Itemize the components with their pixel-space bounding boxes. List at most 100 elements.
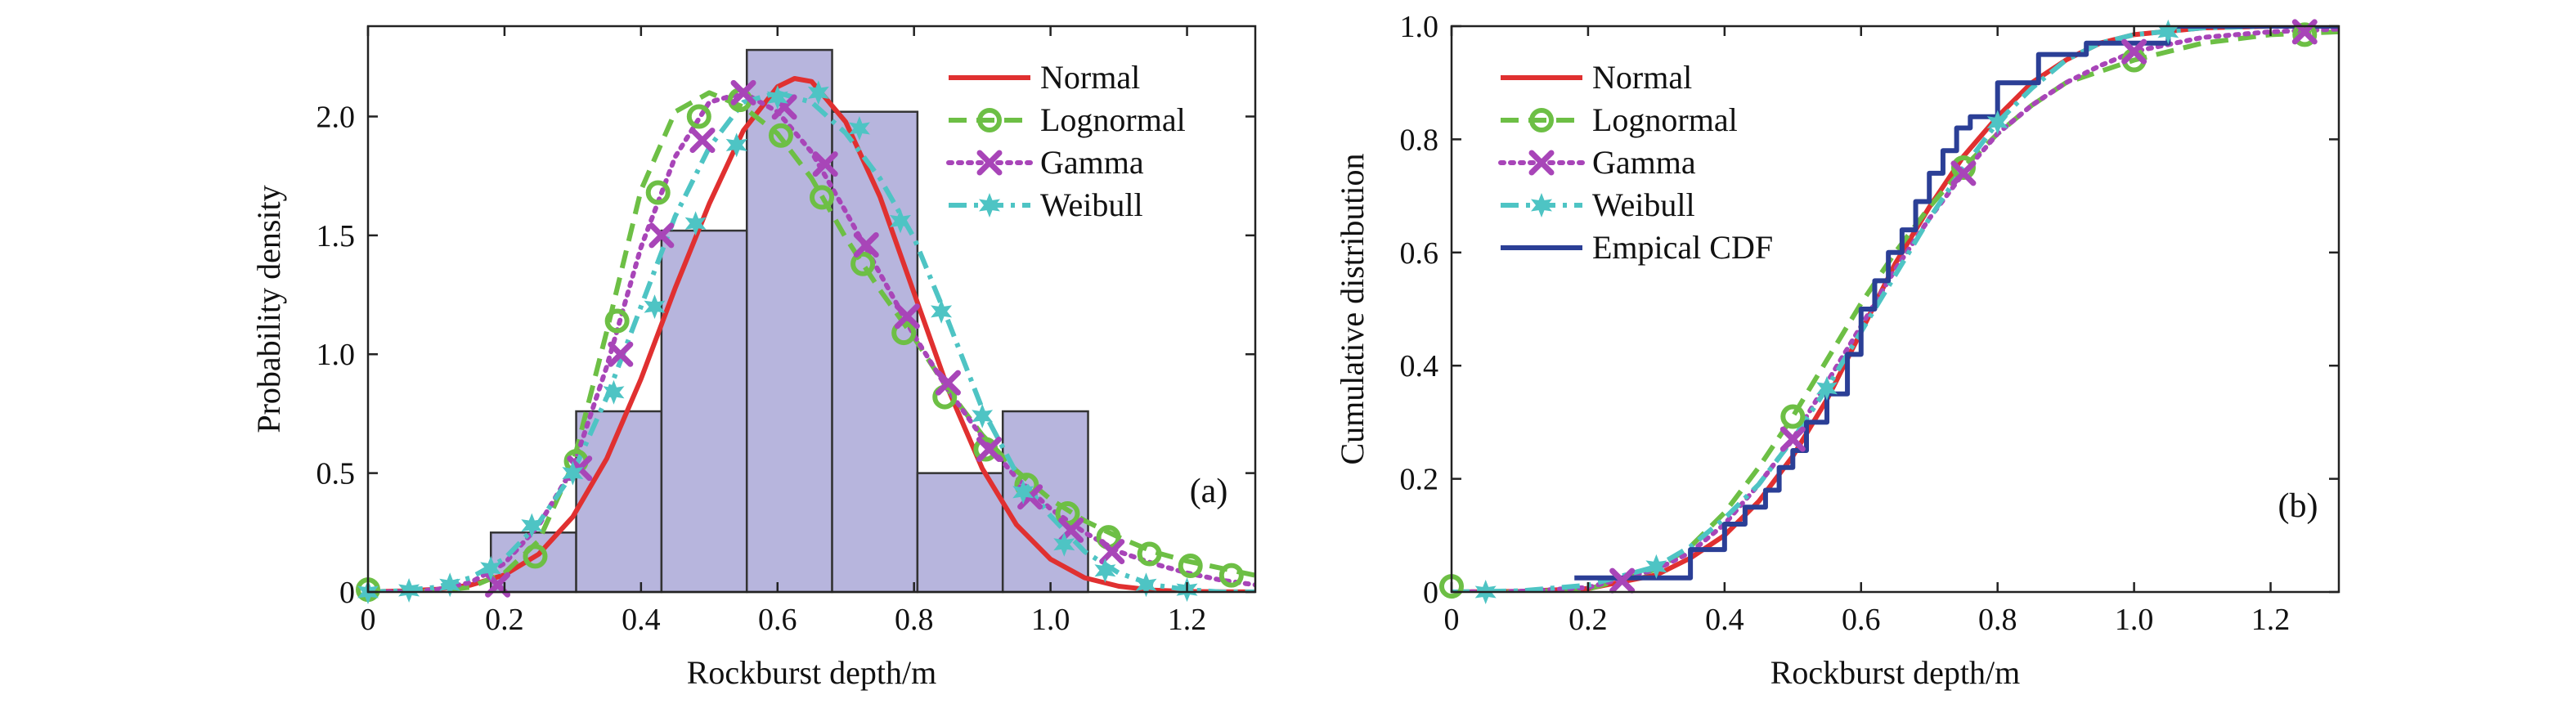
x-tick-label: 0.2 bbox=[485, 603, 524, 637]
legend-marker bbox=[979, 193, 1000, 217]
data-point bbox=[603, 379, 625, 405]
data-point bbox=[644, 294, 666, 320]
axis-ticks: 0 0.2 0.4 0.6 0.8 1.0 1.2 0 0.2 0.4 0.6 0.8 1.0 bbox=[1400, 10, 2339, 637]
plot-frame bbox=[366, 25, 1257, 594]
data-point bbox=[398, 578, 420, 603]
data-point bbox=[1094, 558, 1116, 583]
legend-marker bbox=[977, 108, 1002, 132]
x-axis-label: Rockburst depth/m bbox=[1770, 654, 2021, 691]
x-tick-label: 0.6 bbox=[1842, 603, 1881, 637]
data-point bbox=[686, 104, 711, 129]
y-axis-label: Probability density bbox=[250, 185, 287, 433]
cdf-markers bbox=[1439, 19, 2318, 604]
x-tick-label: 0.4 bbox=[622, 603, 661, 637]
legend-label: Normal bbox=[1592, 59, 1692, 96]
x-tick-label: 0.4 bbox=[1705, 603, 1744, 637]
data-point bbox=[604, 308, 630, 334]
y-tick-label: 0.6 bbox=[1400, 236, 1439, 271]
y-tick-label: 1.0 bbox=[1400, 10, 1439, 44]
x-tick-label: 0.2 bbox=[1568, 603, 1608, 637]
panel-label: (b) bbox=[2278, 487, 2318, 525]
data-point bbox=[689, 128, 716, 154]
x-tick-label: 0 bbox=[361, 603, 376, 637]
y-tick-label: 0.5 bbox=[316, 457, 356, 491]
x-tick-label: 0.8 bbox=[895, 603, 934, 637]
data-point bbox=[1950, 155, 1976, 180]
x-tick-label: 1.0 bbox=[2115, 603, 2154, 637]
y-tick-label: 0 bbox=[1423, 576, 1438, 610]
data-point bbox=[2157, 19, 2179, 44]
chart-panel-b: 0 0.2 0.4 0.6 0.8 1.0 1.2 0 0.2 0.4 0.6 0.8 1.0 Norm… bbox=[1334, 10, 2340, 691]
data-point bbox=[521, 513, 543, 538]
data-point bbox=[645, 180, 671, 205]
series-line bbox=[1452, 26, 2339, 592]
data-point bbox=[931, 298, 953, 324]
legend-label: Empical CDF bbox=[1592, 229, 1773, 266]
data-point bbox=[850, 251, 876, 276]
data-point bbox=[812, 151, 838, 177]
data-point bbox=[1137, 541, 1162, 567]
data-point bbox=[1986, 110, 2008, 135]
series-line bbox=[1452, 26, 2339, 592]
data-point bbox=[648, 222, 675, 249]
data-point bbox=[972, 403, 994, 428]
data-point bbox=[807, 80, 829, 105]
legend-label: Normal bbox=[1040, 59, 1140, 96]
x-tick-label: 1.2 bbox=[1168, 603, 1207, 637]
legend-label: Weibull bbox=[1040, 186, 1143, 223]
histogram-bars bbox=[489, 48, 1089, 594]
series-line bbox=[1452, 26, 2339, 592]
data-point bbox=[684, 211, 707, 236]
data-point bbox=[1099, 539, 1125, 565]
histogram-bar bbox=[575, 410, 663, 594]
data-point bbox=[608, 341, 634, 367]
data-point bbox=[730, 79, 756, 105]
series-line bbox=[1452, 29, 2339, 592]
data-point bbox=[810, 185, 835, 210]
plot-frame bbox=[1450, 25, 2340, 594]
legend: Normal Lognormal Gamma Weibull bbox=[946, 59, 1186, 223]
y-tick-label: 1.0 bbox=[316, 338, 356, 372]
y-tick-label: 0 bbox=[339, 576, 355, 610]
y-tick-label: 1.5 bbox=[316, 219, 356, 253]
data-point bbox=[894, 303, 920, 330]
data-point bbox=[853, 231, 879, 258]
y-tick-label: 2.0 bbox=[316, 100, 356, 134]
x-tick-label: 0.6 bbox=[758, 603, 797, 637]
data-point bbox=[1816, 375, 1838, 401]
data-point bbox=[725, 132, 747, 158]
panel-label: (a) bbox=[1190, 473, 1228, 510]
x-tick-label: 1.2 bbox=[2251, 603, 2291, 637]
data-point bbox=[1053, 531, 1075, 557]
data-point bbox=[1178, 554, 1203, 579]
data-point bbox=[1950, 160, 1977, 186]
x-tick-label: 0 bbox=[1444, 603, 1460, 637]
histogram-bar bbox=[916, 472, 1004, 594]
legend-marker bbox=[1528, 150, 1555, 176]
x-tick-label: 0.8 bbox=[1978, 603, 2017, 637]
legend-label: Weibull bbox=[1592, 186, 1695, 223]
legend-label: Gamma bbox=[1592, 144, 1696, 181]
data-point bbox=[768, 123, 793, 148]
legend-label: Lognormal bbox=[1592, 101, 1738, 138]
legend: Normal Lognormal Gamma Weibull Empical CDF bbox=[1498, 59, 1773, 266]
series-line bbox=[368, 76, 1255, 592]
data-point bbox=[480, 555, 502, 581]
data-point bbox=[1780, 404, 1806, 429]
legend-marker bbox=[976, 150, 1003, 176]
y-axis-label: Cumulative distribution bbox=[1334, 153, 1371, 464]
data-point bbox=[890, 209, 911, 234]
data-point bbox=[1609, 567, 1636, 594]
legend-label: Lognormal bbox=[1040, 101, 1186, 138]
data-point bbox=[1218, 563, 1244, 588]
data-point bbox=[766, 85, 788, 110]
data-point bbox=[848, 116, 870, 141]
data-point bbox=[976, 437, 1002, 463]
y-tick-label: 0.4 bbox=[1400, 349, 1439, 383]
data-point bbox=[2121, 38, 2147, 65]
data-point bbox=[973, 437, 999, 462]
data-point bbox=[2292, 22, 2318, 47]
legend-label: Gamma bbox=[1040, 144, 1144, 181]
x-axis-label: Rockburst depth/m bbox=[687, 654, 937, 691]
axis-ticks: 0 0.2 0.4 0.6 0.8 1.0 1.2 0 0.5 1.0 1.5 2.0 bbox=[316, 26, 1255, 637]
